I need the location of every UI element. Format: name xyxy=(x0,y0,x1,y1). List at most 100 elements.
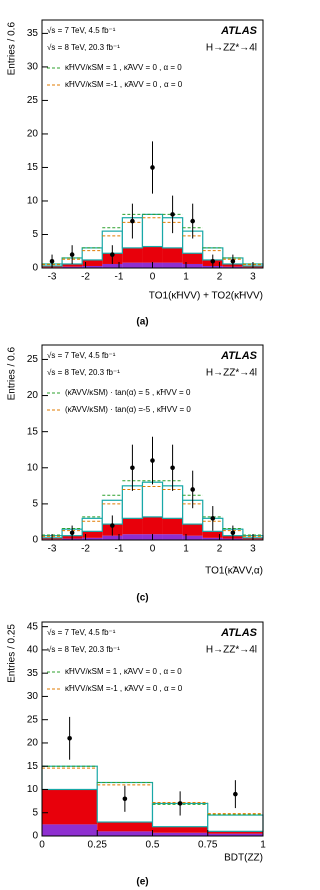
y-tick-label: 10 xyxy=(27,196,39,207)
y-tick-label: 20 xyxy=(27,738,39,749)
stack-segment xyxy=(141,481,164,518)
data-point xyxy=(49,258,55,264)
stack-segment xyxy=(207,831,263,834)
stack-segment xyxy=(82,265,103,268)
legend-label: κ̃HVV/κSM =-1 , κ̃AVV = 0 , α = 0 xyxy=(65,80,183,89)
y-tick-label: 15 xyxy=(27,426,39,437)
x-axis-label: TO1(κ̃HVV) + TO2(κ̃HVV) xyxy=(149,291,263,302)
x-tick-label: 0 xyxy=(150,544,156,555)
y-tick-label: 15 xyxy=(27,761,39,772)
x-tick-label: -3 xyxy=(48,544,57,555)
y-tick-label: 5 xyxy=(32,229,38,240)
data-point xyxy=(67,736,72,741)
stack-segment xyxy=(207,814,264,832)
legend-label: (κ̃AVV/κSM) · tan(α) =-5 , κ̃HVV = 0 xyxy=(65,405,191,414)
energy-label: √s = 8 TeV, 20.3 fb⁻¹ xyxy=(47,43,120,52)
caption: (e) xyxy=(136,877,148,888)
data-point xyxy=(150,458,155,463)
data-point xyxy=(233,791,238,797)
x-tick-label: -2 xyxy=(81,272,90,283)
x-axis-label: TO1(κ̃AVV,α) xyxy=(205,566,263,577)
legend-label: κ̃HVV/κSM = 1 , κ̃AVV = 0 , α = 0 xyxy=(65,667,182,676)
energy-label: √s = 7 TeV, 4.5 fb⁻¹ xyxy=(47,628,116,637)
x-tick-label: 0 xyxy=(39,840,45,851)
energy-label: √s = 7 TeV, 4.5 fb⁻¹ xyxy=(47,26,116,35)
x-tick-label: 2 xyxy=(217,272,223,283)
y-tick-label: 5 xyxy=(32,807,38,818)
stack-segment xyxy=(202,531,223,538)
stack-segment xyxy=(182,524,203,536)
experiment-label: ATLAS xyxy=(220,627,258,639)
data-point xyxy=(130,218,135,224)
data-point xyxy=(177,801,183,806)
stack-segment xyxy=(141,213,164,248)
y-tick-label: 0 xyxy=(32,831,38,842)
x-axis-label: BDT(ZZ) xyxy=(224,853,263,864)
data-point xyxy=(210,258,216,264)
x-tick-label: 2 xyxy=(217,544,223,555)
stack-segment xyxy=(182,535,203,540)
stack-segment xyxy=(102,535,123,540)
legend-label: κ̃HVV/κSM = 1 , κ̃AVV = 0 , α = 0 xyxy=(65,63,182,72)
stack-segment xyxy=(82,259,103,266)
y-tick-label: 10 xyxy=(27,784,39,795)
stack-segment xyxy=(142,516,163,535)
data-point xyxy=(170,212,175,217)
stack-segment xyxy=(82,537,103,540)
y-tick-label: 40 xyxy=(27,645,39,656)
process-label: H→ZZ*→4l xyxy=(206,43,257,54)
x-tick-label: 0.5 xyxy=(146,840,160,851)
x-tick-label: 3 xyxy=(250,544,256,555)
x-tick-label: 0 xyxy=(150,272,156,283)
stack-segment xyxy=(122,518,143,535)
stack-segment xyxy=(81,517,103,532)
data-point xyxy=(69,530,75,536)
stack-segment xyxy=(162,247,183,263)
data-point xyxy=(69,252,75,257)
data-point xyxy=(230,258,236,264)
y-tick-label: 35 xyxy=(27,28,39,39)
legend-label: κ̃HVV/κSM =-1 , κ̃AVV = 0 , α = 0 xyxy=(65,684,183,693)
x-tick-label: 1 xyxy=(183,544,189,555)
energy-label: √s = 7 TeV, 4.5 fb⁻¹ xyxy=(47,351,116,360)
stack-segment xyxy=(97,822,153,832)
y-tick-label: 10 xyxy=(27,462,39,473)
y-tick-label: 15 xyxy=(27,162,39,173)
data-point xyxy=(110,523,115,528)
data-point xyxy=(122,796,128,802)
y-axis-label: Entries / 0.6 xyxy=(7,347,18,401)
x-tick-label: -2 xyxy=(81,544,90,555)
stack-segment xyxy=(97,831,153,836)
stack-segment xyxy=(122,534,143,540)
experiment-label: ATLAS xyxy=(220,25,258,37)
stack-segment xyxy=(142,246,163,263)
y-tick-label: 35 xyxy=(27,668,39,679)
y-tick-label: 25 xyxy=(27,714,39,725)
experiment-label: ATLAS xyxy=(220,350,258,362)
stack-segment xyxy=(81,247,103,261)
data-point xyxy=(230,530,236,536)
caption: (a) xyxy=(136,317,148,328)
x-tick-label: 1 xyxy=(183,272,189,283)
y-tick-label: 45 xyxy=(27,621,39,632)
x-tick-label: 1 xyxy=(260,840,266,851)
stack-segment xyxy=(122,262,143,268)
x-tick-label: 0.25 xyxy=(88,840,108,851)
y-tick-label: 20 xyxy=(27,129,39,140)
x-tick-label: -3 xyxy=(48,272,57,283)
process-label: H→ZZ*→4l xyxy=(206,645,257,656)
data-point xyxy=(190,218,195,224)
process-label: H→ZZ*→4l xyxy=(206,368,257,379)
x-tick-label: 0.75 xyxy=(198,840,218,851)
data-point xyxy=(190,487,195,492)
data-point xyxy=(210,516,216,521)
stack-segment xyxy=(162,534,183,540)
stack-segment xyxy=(62,263,83,267)
data-point xyxy=(110,252,115,257)
stack-segment xyxy=(42,789,98,825)
stack-segment xyxy=(122,247,143,263)
stack-segment xyxy=(152,826,208,833)
stack-segment xyxy=(162,518,183,535)
y-tick-label: 25 xyxy=(27,95,39,106)
